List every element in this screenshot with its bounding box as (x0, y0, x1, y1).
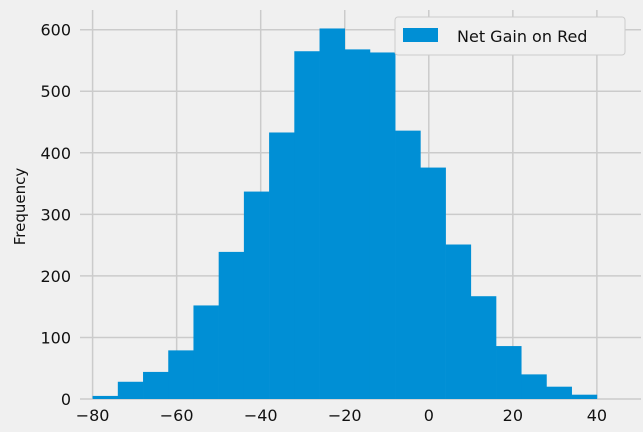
x-tick-label: −80 (76, 406, 110, 425)
legend-label: Net Gain on Red (457, 27, 587, 46)
histogram-bar (243, 191, 270, 399)
histogram-bar (92, 395, 119, 399)
histogram-bar (319, 28, 346, 400)
histogram-bar (571, 394, 598, 399)
histogram-bar (269, 132, 295, 399)
histogram-bar (369, 52, 396, 399)
x-tick-label: −60 (160, 406, 194, 425)
histogram-bar (420, 167, 446, 399)
y-tick-label: 600 (40, 21, 71, 40)
y-axis-label: Frequency (11, 168, 29, 246)
histogram-bar (143, 371, 169, 399)
legend: Net Gain on Red (394, 16, 626, 56)
x-tick-label: −20 (328, 406, 362, 425)
histogram-bar (193, 305, 219, 399)
histogram-bar (445, 244, 472, 399)
x-tick-label: 40 (587, 406, 607, 425)
histogram-bar (218, 251, 245, 399)
y-tick-label: 200 (40, 267, 71, 286)
histogram-bar (546, 386, 572, 399)
x-axis-ticks: −80 −60 −40 −20 0 20 40 (76, 406, 607, 425)
histogram-bar (294, 51, 320, 399)
y-tick-label: 500 (40, 82, 71, 101)
histogram-bars (92, 28, 598, 400)
histogram-bar (344, 49, 371, 400)
y-tick-label: 300 (40, 205, 71, 224)
histogram-bar (521, 374, 547, 399)
x-tick-label: 0 (424, 406, 434, 425)
y-tick-label: 0 (61, 390, 71, 409)
y-tick-label: 400 (40, 144, 71, 163)
x-tick-label: 20 (503, 406, 523, 425)
histogram-bar (395, 130, 421, 400)
y-axis-ticks: 0 100 200 300 400 500 600 (40, 21, 71, 409)
histogram-bar (168, 350, 194, 399)
legend-box (394, 16, 626, 56)
histogram-bar (117, 381, 144, 399)
legend-swatch (403, 28, 438, 42)
histogram-bar (470, 296, 497, 399)
x-tick-label: −40 (244, 406, 278, 425)
histogram-bar (496, 346, 522, 399)
y-tick-label: 100 (40, 328, 71, 347)
